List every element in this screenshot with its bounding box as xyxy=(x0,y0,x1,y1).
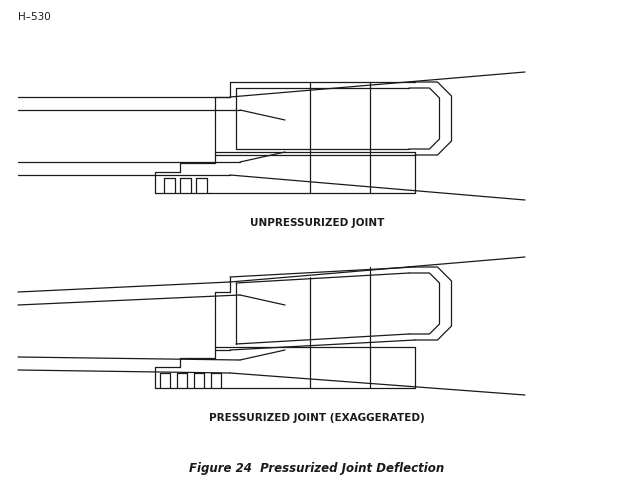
Text: PRESSURIZED JOINT (EXAGGERATED): PRESSURIZED JOINT (EXAGGERATED) xyxy=(209,413,425,423)
Text: UNPRESSURIZED JOINT: UNPRESSURIZED JOINT xyxy=(250,218,384,228)
Text: Figure 24  Pressurized Joint Deflection: Figure 24 Pressurized Joint Deflection xyxy=(190,462,444,475)
Text: H–530: H–530 xyxy=(18,12,51,22)
